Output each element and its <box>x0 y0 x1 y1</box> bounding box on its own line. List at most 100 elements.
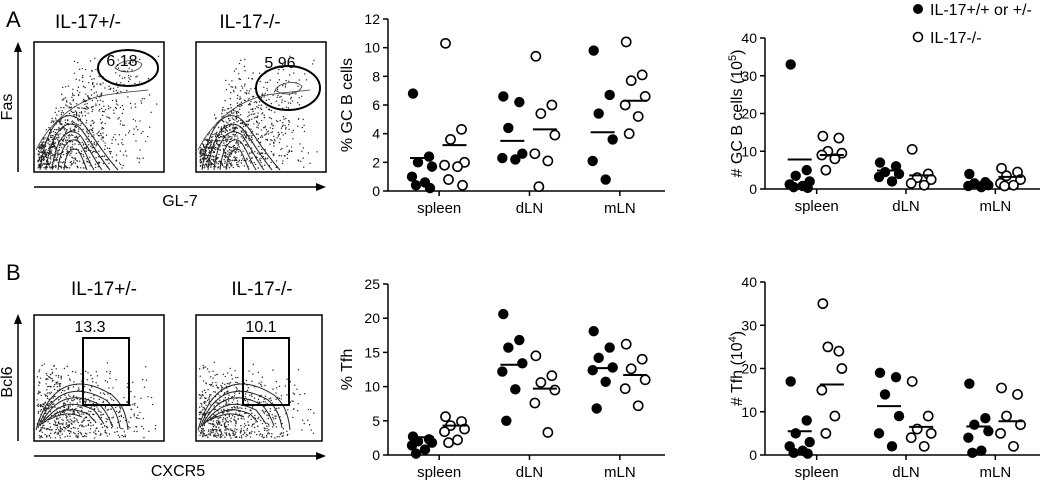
facs-dot <box>238 115 240 117</box>
facs-dot <box>221 133 223 135</box>
facs-dot <box>48 144 51 146</box>
facs-dot <box>40 404 42 406</box>
point-filled <box>588 45 599 56</box>
y-axis-label-text: % Tfh <box>339 349 356 391</box>
facs-dot <box>95 91 98 93</box>
facs-dot <box>207 430 210 432</box>
facs-dot <box>87 95 89 97</box>
facs-dot <box>237 165 239 167</box>
facs-dot <box>245 424 247 427</box>
facs-dot <box>255 100 257 103</box>
facs-dot <box>281 99 283 101</box>
point-filled <box>587 155 598 167</box>
facs-dot <box>264 148 266 151</box>
facs-dot <box>40 429 42 431</box>
facs-dot <box>131 381 134 384</box>
facs-dot <box>275 426 278 428</box>
facs-dot <box>245 92 248 94</box>
facs-dot <box>117 434 119 437</box>
facs-dot <box>69 140 72 143</box>
facs-dot <box>237 418 239 420</box>
facs-dot <box>77 427 79 430</box>
facs-dot <box>88 133 90 135</box>
facs-dot <box>200 429 203 432</box>
facs-dot <box>47 403 49 406</box>
facs-dot <box>71 141 74 143</box>
facs-dot <box>115 410 118 413</box>
facs-dot <box>95 382 97 384</box>
facs-dot <box>244 92 246 94</box>
facs-dot <box>66 400 68 403</box>
facs-dot <box>216 422 218 425</box>
facs-dot <box>45 407 47 410</box>
point-filled <box>593 352 604 364</box>
facs-dot <box>93 150 95 153</box>
facs-dot <box>236 121 238 123</box>
point-filled <box>607 134 618 145</box>
facs-dot <box>47 421 49 423</box>
facs-dot <box>43 427 46 429</box>
facs-dot <box>278 154 281 157</box>
facs-dot <box>216 436 218 438</box>
facs-dot <box>248 103 250 106</box>
x-tick-label: spleen <box>417 464 461 481</box>
facs-dot <box>74 110 77 112</box>
facs-dot <box>222 140 225 142</box>
facs-dot <box>310 429 312 431</box>
facs-dot <box>266 422 268 424</box>
facs-dot <box>237 163 239 166</box>
facs-dot <box>59 427 61 429</box>
facs-dot <box>252 110 254 113</box>
facs-dot <box>305 79 308 81</box>
point-filled <box>802 448 813 459</box>
facs-dot <box>276 81 279 84</box>
facs-dot <box>61 433 63 435</box>
facs-dot <box>231 378 234 380</box>
facs-dot <box>253 117 256 119</box>
facs-dot <box>98 410 100 413</box>
facs-dot <box>202 433 204 435</box>
facs-dot <box>86 379 88 381</box>
facs-dot <box>264 125 267 127</box>
facs-dot <box>255 133 258 135</box>
facs-dot <box>254 150 256 153</box>
facs-dot <box>291 100 294 102</box>
facs-dot <box>129 427 131 429</box>
facs-dot <box>251 380 253 382</box>
facs-dot <box>72 129 75 131</box>
facs-dot <box>199 375 201 377</box>
facs-dot <box>40 149 42 151</box>
facs-dot <box>199 432 202 434</box>
facs-dot <box>67 85 70 87</box>
facs-dot <box>74 130 76 132</box>
facs-dot <box>274 417 277 420</box>
facs-dot <box>149 126 151 128</box>
facs-dot <box>48 392 50 394</box>
facs-dot <box>42 427 44 429</box>
facs-dot <box>209 166 212 168</box>
facs-dot <box>224 426 227 428</box>
facs-dot <box>235 68 237 70</box>
facs-dot <box>138 81 141 83</box>
facs-dot <box>290 96 292 99</box>
facs-dot <box>44 395 47 397</box>
facs-dot <box>237 407 239 410</box>
facs-dot <box>59 142 62 145</box>
facs-dot <box>230 162 233 164</box>
facs-dot <box>65 416 68 419</box>
facs-dot <box>147 135 149 138</box>
facs-dot <box>66 365 68 368</box>
facs-dot <box>55 368 57 370</box>
facs-dot <box>76 420 78 422</box>
facs-dot <box>132 133 135 136</box>
facs-dot <box>217 163 220 165</box>
y-axis-label-tail: ) <box>729 50 746 55</box>
facs-dot <box>38 147 41 150</box>
facs-dot <box>224 145 226 147</box>
facs-dot <box>66 147 68 149</box>
facs-dot <box>199 164 202 167</box>
facs-dot <box>93 143 96 145</box>
facs-dot <box>202 435 204 437</box>
facs-dot <box>258 401 261 403</box>
facs-dot <box>78 114 80 116</box>
